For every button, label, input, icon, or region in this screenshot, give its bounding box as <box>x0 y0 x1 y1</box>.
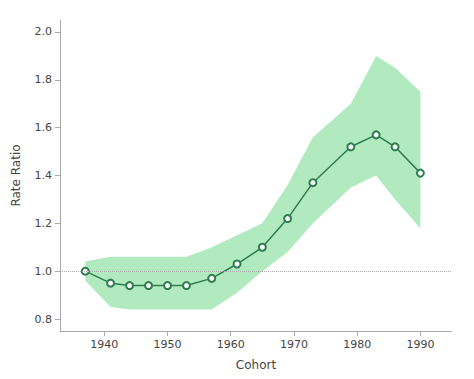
svg-text:1950: 1950 <box>153 338 181 351</box>
svg-text:1980: 1980 <box>343 338 371 351</box>
svg-text:1.2: 1.2 <box>35 217 53 230</box>
svg-text:1970: 1970 <box>280 338 308 351</box>
svg-text:2.0: 2.0 <box>35 25 53 38</box>
svg-text:Cohort: Cohort <box>236 358 277 372</box>
svg-text:1.8: 1.8 <box>35 73 53 86</box>
svg-text:Rate Ratio: Rate Ratio <box>9 144 23 206</box>
svg-text:1960: 1960 <box>217 338 245 351</box>
svg-text:1990: 1990 <box>406 338 434 351</box>
svg-text:1.4: 1.4 <box>35 169 53 182</box>
svg-text:1.6: 1.6 <box>35 121 53 134</box>
svg-text:1.0: 1.0 <box>35 265 53 278</box>
svg-text:0.8: 0.8 <box>35 313 53 326</box>
svg-text:1940: 1940 <box>90 338 118 351</box>
